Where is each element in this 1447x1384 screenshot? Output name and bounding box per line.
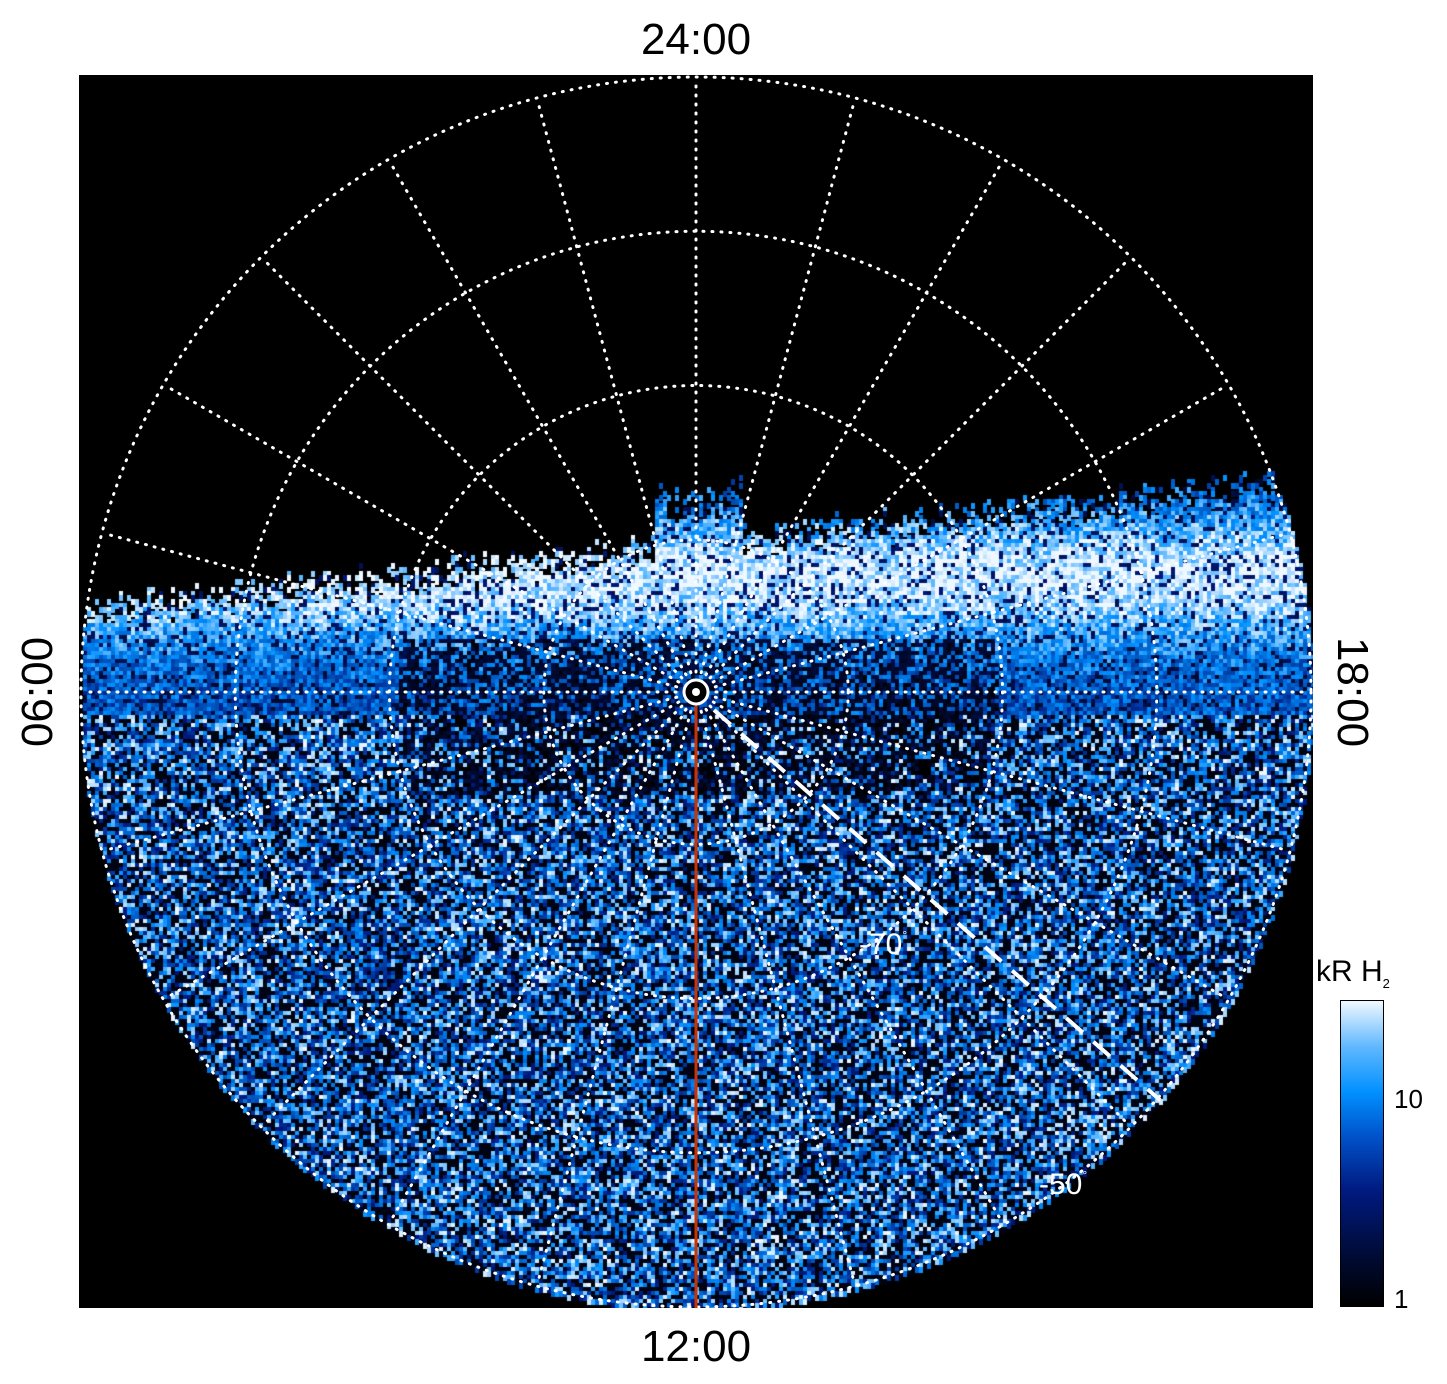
meridian-line bbox=[704, 159, 1004, 677]
meridian-line bbox=[388, 159, 688, 677]
local-time-label-right: 18:00 bbox=[1328, 636, 1377, 748]
colorbar-title: kR H2 bbox=[1316, 955, 1390, 991]
meridian-line bbox=[388, 707, 688, 1225]
meridian-line bbox=[708, 257, 1131, 680]
colorbar-tick-10: 10 bbox=[1394, 1084, 1423, 1114]
latitude-circle bbox=[79, 75, 1313, 1308]
meridian-line bbox=[699, 709, 857, 1286]
meridian-line bbox=[708, 704, 1131, 1127]
meridian-line bbox=[102, 695, 679, 853]
degree-sign: ° bbox=[902, 928, 908, 942]
meridian-line bbox=[163, 384, 681, 684]
meridian-line bbox=[261, 257, 684, 680]
polar-grid bbox=[79, 75, 1313, 1308]
meridian-line bbox=[704, 707, 1004, 1225]
meridian-line bbox=[713, 695, 1290, 853]
meridian-line bbox=[713, 531, 1290, 689]
colorbar bbox=[1340, 1000, 1384, 1307]
polar-plot: -70° -50° bbox=[79, 75, 1313, 1308]
pole-marker-dot bbox=[692, 688, 700, 696]
colorbar-title-subscript: 2 bbox=[1382, 976, 1390, 991]
lat-label-text: -70 bbox=[859, 928, 903, 961]
degree-sign: ° bbox=[1082, 1168, 1088, 1182]
local-time-label-top: 24:00 bbox=[640, 15, 752, 64]
colorbar-tick-1: 1 bbox=[1394, 1284, 1409, 1314]
dashed-reference-line bbox=[712, 708, 1162, 1102]
colorbar-title-text: kR H bbox=[1316, 955, 1383, 988]
meridian-line bbox=[102, 531, 679, 689]
latitude-label-50: -50° bbox=[1039, 1168, 1087, 1202]
meridian-line bbox=[699, 98, 857, 675]
latitude-circle bbox=[542, 538, 850, 846]
meridian-line bbox=[163, 700, 681, 1000]
local-time-label-left: 06:00 bbox=[13, 636, 62, 748]
local-time-label-bottom: 12:00 bbox=[640, 1322, 752, 1371]
meridian-line bbox=[535, 709, 693, 1286]
lat-label-text: -50 bbox=[1039, 1168, 1083, 1201]
meridian-line bbox=[261, 704, 684, 1127]
meridian-line bbox=[711, 384, 1229, 684]
meridian-line bbox=[711, 700, 1229, 1000]
latitude-label-70: -70° bbox=[859, 928, 907, 962]
meridian-line bbox=[535, 98, 693, 675]
